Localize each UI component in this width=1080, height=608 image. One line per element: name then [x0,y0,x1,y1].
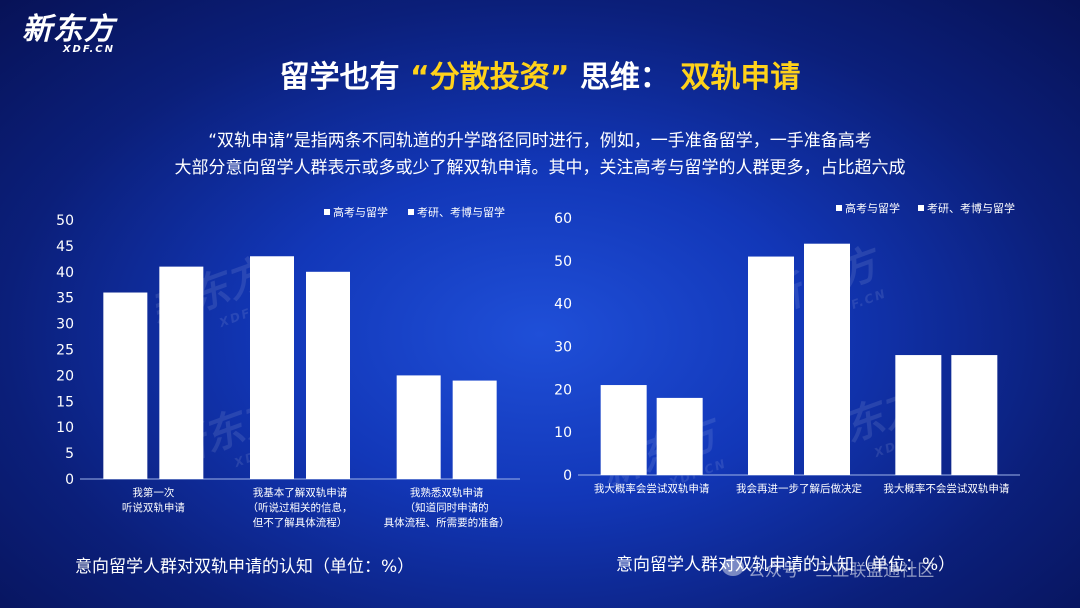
y-tick-label: 35 [56,291,74,307]
y-tick-label: 30 [554,340,572,356]
legend-label: 考研、考博与留学 [927,201,1015,215]
legend-swatch [918,205,924,211]
bar [951,355,998,475]
y-tick-label: 45 [56,239,74,255]
legend-label: 考研、考博与留学 [417,205,505,219]
x-tick-label: 听说双轨申请 [122,501,185,514]
chart-right-caption: 意向留学人群对双轨申请的认知（单位：%） [616,555,956,575]
x-tick-label: 具体流程、所需要的准备） [384,516,510,529]
y-tick-label: 30 [56,317,74,333]
y-tick-label: 20 [554,382,572,398]
x-tick-label: 我大概率不会尝试双轨申请 [883,482,1009,495]
y-tick-label: 25 [56,343,74,359]
x-tick-label: （听说过相关的信息， [248,501,353,514]
bar [159,266,204,479]
y-tick-label: 5 [65,446,74,462]
legend-swatch [836,205,842,211]
title-part-4: 双轨申请 [680,60,801,95]
x-tick-label: 但不了解具体流程） [253,516,348,529]
y-tick-label: 10 [554,425,572,441]
legend-swatch [408,209,414,215]
brand-logo-main: 新东方 [22,12,115,47]
description-line-1: “双轨申请”是指两条不同轨道的升学路径同时进行，例如，一手准备留学，一手准备高考 [208,131,872,151]
y-tick-label: 50 [56,213,74,229]
y-tick-label: 40 [554,297,572,313]
page-title: 留学也有 “分散投资” 思维： 双轨申请 [0,52,1080,96]
y-tick-label: 0 [65,472,74,488]
x-tick-label: 我第一次 [132,486,174,499]
bar [396,375,441,479]
bar [656,397,703,475]
y-tick-label: 20 [56,368,74,384]
y-tick-label: 10 [56,420,74,436]
bar [748,256,794,475]
bar [452,380,497,479]
legend-label: 高考与留学 [845,201,900,215]
title-part-1: 留学也有 [279,60,400,95]
x-tick-label: 我大概率会尝试双轨申请 [594,482,710,495]
y-tick-label: 0 [563,468,572,484]
y-tick-label: 40 [56,265,74,281]
y-tick-label: 50 [554,254,572,270]
description-line-2: 大部分意向留学人群表示或多或少了解双轨申请。其中，关注高考与留学的人群更多，占比… [174,158,906,178]
chart-left-caption: 意向留学人群对双轨申请的认知（单位：%） [75,557,415,577]
bar [600,385,647,475]
y-tick-label: 60 [554,211,572,227]
brand-logo-sub: XDF.CN [62,44,115,55]
wechat-icon [722,558,744,576]
x-tick-label: 我会再进一步了解后做决定 [736,482,862,495]
title-part-3: 思维： [579,60,670,95]
y-tick-label: 15 [56,394,74,410]
bar [895,355,942,475]
bar [306,271,350,479]
x-tick-label: （知道同时申请的 [405,501,489,514]
x-tick-label: 我熟悉双轨申请 [410,486,484,499]
bar [250,256,294,479]
bar [103,292,148,479]
title-part-2: “分散投资” [410,60,570,95]
bar [804,243,850,475]
legend-label: 高考与留学 [333,205,388,219]
wechat-watermark: 公众号 · 三亚联盟通社区 [748,561,935,581]
brand-logo: 新东方 XDF.CN [22,12,115,56]
legend-swatch [324,209,330,215]
x-tick-label: 我基本了解双轨申请 [253,486,348,499]
